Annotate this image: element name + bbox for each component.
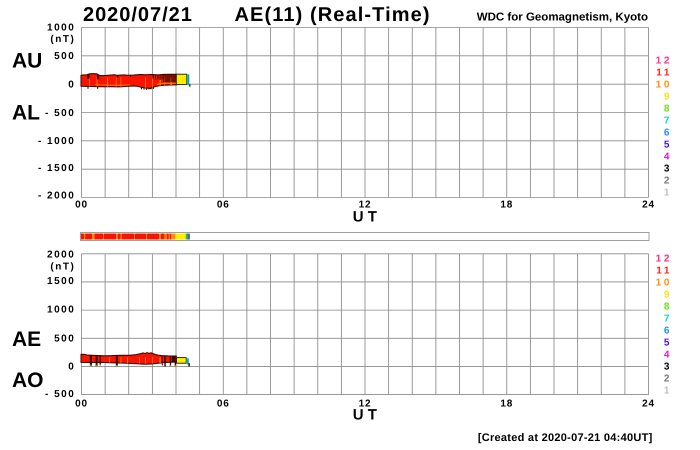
- svg-text:1: 1: [664, 386, 672, 397]
- svg-text:1000: 1000: [47, 305, 75, 316]
- svg-text:AL: AL: [12, 102, 40, 125]
- svg-text:18: 18: [500, 200, 513, 211]
- svg-text:12: 12: [656, 254, 672, 265]
- svg-text:9: 9: [664, 92, 672, 103]
- svg-text:0: 0: [68, 361, 75, 372]
- svg-text:2000: 2000: [47, 249, 75, 260]
- svg-text:0: 0: [68, 80, 75, 91]
- svg-text:06: 06: [217, 398, 230, 409]
- svg-text:3: 3: [664, 362, 672, 373]
- svg-text:2020/07/21: 2020/07/21: [83, 4, 193, 26]
- svg-text:- 500: - 500: [45, 108, 75, 119]
- svg-text:12: 12: [359, 200, 372, 211]
- svg-text:- 1500: - 1500: [38, 163, 75, 174]
- svg-text:10: 10: [656, 278, 672, 289]
- svg-text:- 2000: - 2000: [38, 191, 75, 202]
- svg-text:24: 24: [642, 398, 655, 409]
- svg-text:00: 00: [75, 398, 88, 409]
- svg-text:500: 500: [54, 51, 75, 62]
- svg-text:AE: AE: [12, 328, 41, 351]
- svg-text:- 500: - 500: [45, 389, 75, 400]
- svg-text:U T: U T: [353, 407, 377, 424]
- svg-text:AE(11) (Real-Time): AE(11) (Real-Time): [235, 4, 431, 26]
- svg-text:2: 2: [664, 176, 672, 187]
- svg-text:AU: AU: [12, 50, 42, 73]
- svg-text:1: 1: [664, 188, 672, 199]
- svg-text:9: 9: [664, 290, 672, 301]
- svg-text:18: 18: [500, 398, 513, 409]
- svg-text:8: 8: [664, 104, 672, 115]
- svg-text:(nT): (nT): [50, 34, 75, 45]
- svg-text:8: 8: [664, 302, 672, 313]
- svg-text:3: 3: [664, 164, 672, 175]
- svg-text:U T: U T: [353, 209, 377, 226]
- svg-text:4: 4: [664, 350, 672, 361]
- svg-text:2: 2: [664, 374, 672, 385]
- svg-text:(nT): (nT): [50, 261, 75, 272]
- svg-text:1500: 1500: [47, 276, 75, 287]
- svg-text:00: 00: [75, 200, 88, 211]
- svg-text:- 1000: - 1000: [38, 136, 75, 147]
- svg-text:12: 12: [359, 398, 372, 409]
- svg-text:AO: AO: [12, 369, 44, 392]
- svg-text:11: 11: [656, 68, 672, 79]
- svg-text:6: 6: [664, 326, 672, 337]
- svg-text:6: 6: [664, 128, 672, 139]
- svg-text:4: 4: [664, 152, 672, 163]
- svg-text:10: 10: [656, 80, 672, 91]
- svg-text:5: 5: [664, 338, 672, 349]
- svg-text:11: 11: [656, 266, 672, 277]
- svg-text:7: 7: [664, 116, 672, 127]
- svg-text:WDC for Geomagnetism, Kyoto: WDC for Geomagnetism, Kyoto: [477, 12, 648, 24]
- svg-text:1000: 1000: [47, 22, 75, 33]
- svg-text:12: 12: [656, 56, 672, 67]
- svg-text:[Created at 2020-07-21 04:40UT: [Created at 2020-07-21 04:40UT]: [478, 432, 653, 444]
- svg-text:06: 06: [217, 200, 230, 211]
- svg-text:7: 7: [664, 314, 672, 325]
- svg-text:24: 24: [642, 200, 655, 211]
- svg-text:500: 500: [54, 333, 75, 344]
- svg-text:5: 5: [664, 140, 672, 151]
